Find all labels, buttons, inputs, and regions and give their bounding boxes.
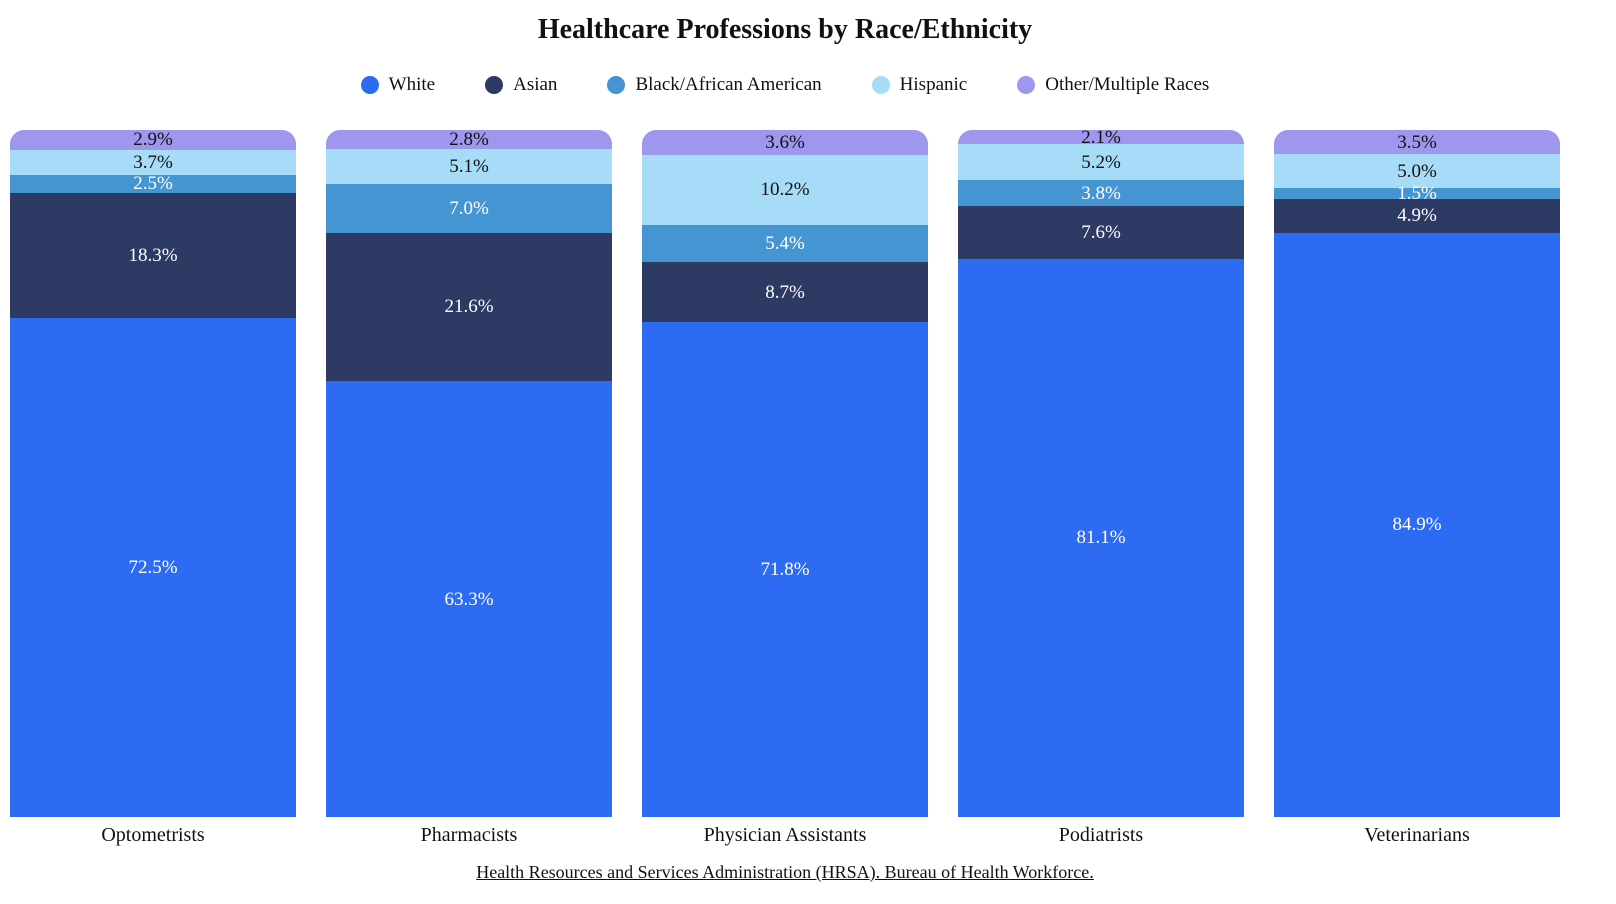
bar-segment-physician-assistants-white: 71.8% (642, 322, 928, 817)
segment-value-label: 18.3% (128, 244, 178, 266)
bar-segment-physician-assistants-hispanic: 10.2% (642, 154, 928, 226)
bar-segment-pharmacists-black-african-american: 7.0% (326, 184, 612, 233)
bar-segment-veterinarians-asian: 4.9% (1274, 198, 1560, 233)
legend-color-dot (1017, 76, 1036, 94)
bar-segment-veterinarians-other-multiple-races: 3.5% (1274, 130, 1560, 155)
bar-segment-podiatrists-hispanic: 5.2% (958, 144, 1244, 181)
legend-label: Hispanic (899, 74, 968, 95)
segment-value-label: 71.8% (760, 559, 810, 581)
category-label-podiatrists: Podiatrists (1058, 824, 1144, 846)
category-label-veterinarians: Veterinarians (1364, 824, 1470, 846)
segment-value-label: 5.1% (449, 156, 489, 178)
source-line: Health Resources and Services Administra… (10, 862, 1560, 883)
legend-item-asian[interactable]: Asian (485, 74, 557, 96)
segment-value-label: 84.9% (1392, 514, 1442, 536)
segment-value-label: 5.4% (765, 233, 805, 255)
legend-color-dot (360, 76, 379, 94)
legend-label: Asian (513, 74, 558, 95)
bar-segment-veterinarians-white: 84.9% (1274, 232, 1560, 817)
legend-label: Black/African American (635, 74, 822, 95)
bar-segment-pharmacists-other-multiple-races: 2.8% (326, 129, 612, 151)
legend-item-black-african-american[interactable]: Black/African American (607, 74, 822, 96)
bar-segment-optometrists-hispanic: 3.7% (10, 149, 296, 176)
segment-value-label: 63.3% (444, 588, 494, 610)
bar-segment-optometrists-other-multiple-races: 2.9% (10, 130, 296, 150)
segment-value-label: 2.1% (1081, 126, 1121, 148)
segment-value-label: 3.5% (1397, 131, 1437, 153)
legend-label: White (388, 74, 436, 95)
segment-value-label: 5.2% (1081, 151, 1121, 173)
segment-value-label: 3.6% (765, 131, 805, 153)
segment-value-label: 5.0% (1397, 160, 1437, 182)
source-link[interactable]: Health Resources and Services Administra… (476, 862, 1094, 882)
segment-value-label: 10.2% (760, 179, 810, 201)
bar-segment-physician-assistants-other-multiple-races: 3.6% (642, 130, 928, 155)
bar-column-veterinarians: 3.5% 5.0% 1.5% 4.9% 84.9% (1274, 130, 1560, 817)
segment-value-label: 2.9% (133, 129, 173, 151)
legend-color-dot (871, 76, 890, 94)
segment-value-label: 72.5% (128, 557, 178, 579)
bar-segment-physician-assistants-black-african-american: 5.4% (642, 225, 928, 263)
segment-value-label: 4.9% (1397, 205, 1437, 227)
bar-segment-pharmacists-hispanic: 5.1% (326, 149, 612, 185)
bar-segment-optometrists-black-african-american: 2.5% (10, 173, 296, 195)
bar-segment-optometrists-asian: 18.3% (10, 192, 296, 319)
segment-value-label: 7.0% (449, 197, 489, 219)
legend-item-hispanic[interactable]: Hispanic (871, 74, 968, 96)
bar-segment-physician-assistants-asian: 8.7% (642, 262, 928, 323)
category-label-optometrists: Optometrists (101, 824, 205, 846)
category-label-physician-assistants: Physician Assistants (703, 824, 867, 846)
bar-segment-pharmacists-white: 63.3% (326, 381, 612, 817)
segment-value-label: 3.8% (1081, 182, 1121, 204)
legend-label: Other/Multiple Races (1045, 74, 1210, 95)
bar-segment-veterinarians-black-african-american: 1.5% (1274, 184, 1560, 203)
segment-value-label: 2.8% (449, 129, 489, 151)
bar-column-optometrists: 2.9% 3.7% 2.5% 18.3% 72.5% (10, 130, 296, 817)
bar-segment-pharmacists-asian: 21.6% (326, 232, 612, 382)
legend-item-other-multiple-races[interactable]: Other/Multiple Races (1017, 74, 1209, 96)
bar-column-pharmacists: 2.8% 5.1% 7.0% 21.6% 63.3% (326, 130, 612, 817)
bar-segment-podiatrists-white: 81.1% (958, 258, 1244, 817)
bar-segment-podiatrists-other-multiple-races: 2.1% (958, 126, 1244, 148)
segment-value-label: 81.1% (1076, 527, 1126, 549)
category-label-pharmacists: Pharmacists (420, 824, 518, 846)
stacked-bars: 2.9% 3.7% 2.5% 18.3% 72.5% 2.8% 5.1% 7.0% 21.6% 6… (10, 126, 1560, 817)
bar-segment-podiatrists-asian: 7.6% (958, 206, 1244, 259)
segment-value-label: 1.5% (1397, 183, 1437, 205)
bar-segment-podiatrists-black-african-american: 3.8% (958, 180, 1244, 207)
segment-value-label: 3.7% (133, 152, 173, 174)
bar-column-podiatrists: 2.1% 5.2% 3.8% 7.6% 81.1% (958, 126, 1244, 817)
legend-color-dot (607, 76, 626, 94)
category-labels: Optometrists Pharmacists Physician Assista… (10, 824, 1560, 847)
segment-value-label: 8.7% (765, 281, 805, 303)
segment-value-label: 21.6% (444, 296, 494, 318)
legend-color-dot (485, 76, 504, 94)
bar-segment-optometrists-white: 72.5% (10, 318, 296, 817)
segment-value-label: 2.5% (133, 173, 173, 195)
bar-column-physician-assistants: 3.6% 10.2% 5.4% 8.7% 71.8% (642, 130, 928, 817)
legend: White Asian Black/African American Hispanic… (10, 74, 1560, 96)
chart-title: Healthcare Professions by Race/Ethnicity (537, 14, 1033, 45)
bar-segment-veterinarians-hispanic: 5.0% (1274, 154, 1560, 189)
legend-item-white[interactable]: White (360, 74, 436, 96)
segment-value-label: 7.6% (1081, 222, 1121, 244)
